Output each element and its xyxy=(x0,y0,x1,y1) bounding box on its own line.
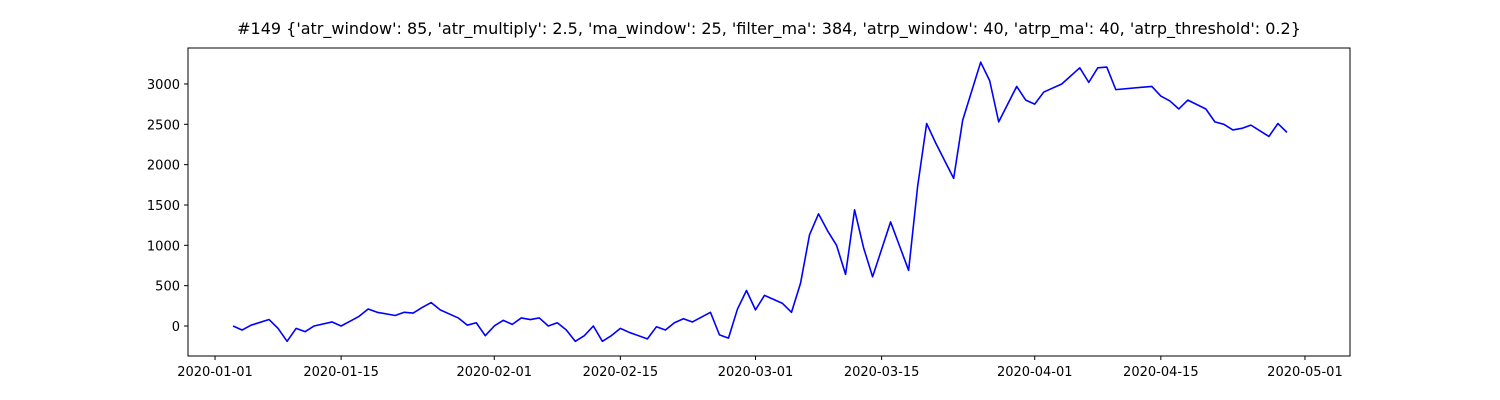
x-tick-label: 2020-03-15 xyxy=(844,365,920,380)
y-tick-label: 1500 xyxy=(147,199,180,214)
x-tick-label: 2020-01-15 xyxy=(303,365,379,380)
x-tick-label: 2020-02-15 xyxy=(583,365,659,380)
y-tick-label: 500 xyxy=(155,280,180,295)
x-tick-label: 2020-03-01 xyxy=(718,365,794,380)
y-tick-label: 0 xyxy=(172,320,180,335)
x-tick-label: 2020-04-15 xyxy=(1123,365,1199,380)
x-tick-label: 2020-04-01 xyxy=(997,365,1073,380)
plot-frame xyxy=(187,47,1351,357)
x-tick-label: 2020-01-01 xyxy=(177,365,253,380)
x-tick-label: 2020-05-01 xyxy=(1267,365,1343,380)
y-tick-label: 2500 xyxy=(147,118,180,133)
y-tick-label: 1000 xyxy=(147,239,180,254)
line-series xyxy=(232,61,1288,343)
chart-title: #149 {'atr_window': 85, 'atr_multiply': … xyxy=(237,19,1301,39)
x-tick-label: 2020-02-01 xyxy=(456,365,532,380)
y-tick-label: 2000 xyxy=(147,159,180,174)
y-tick-label: 3000 xyxy=(147,78,180,93)
